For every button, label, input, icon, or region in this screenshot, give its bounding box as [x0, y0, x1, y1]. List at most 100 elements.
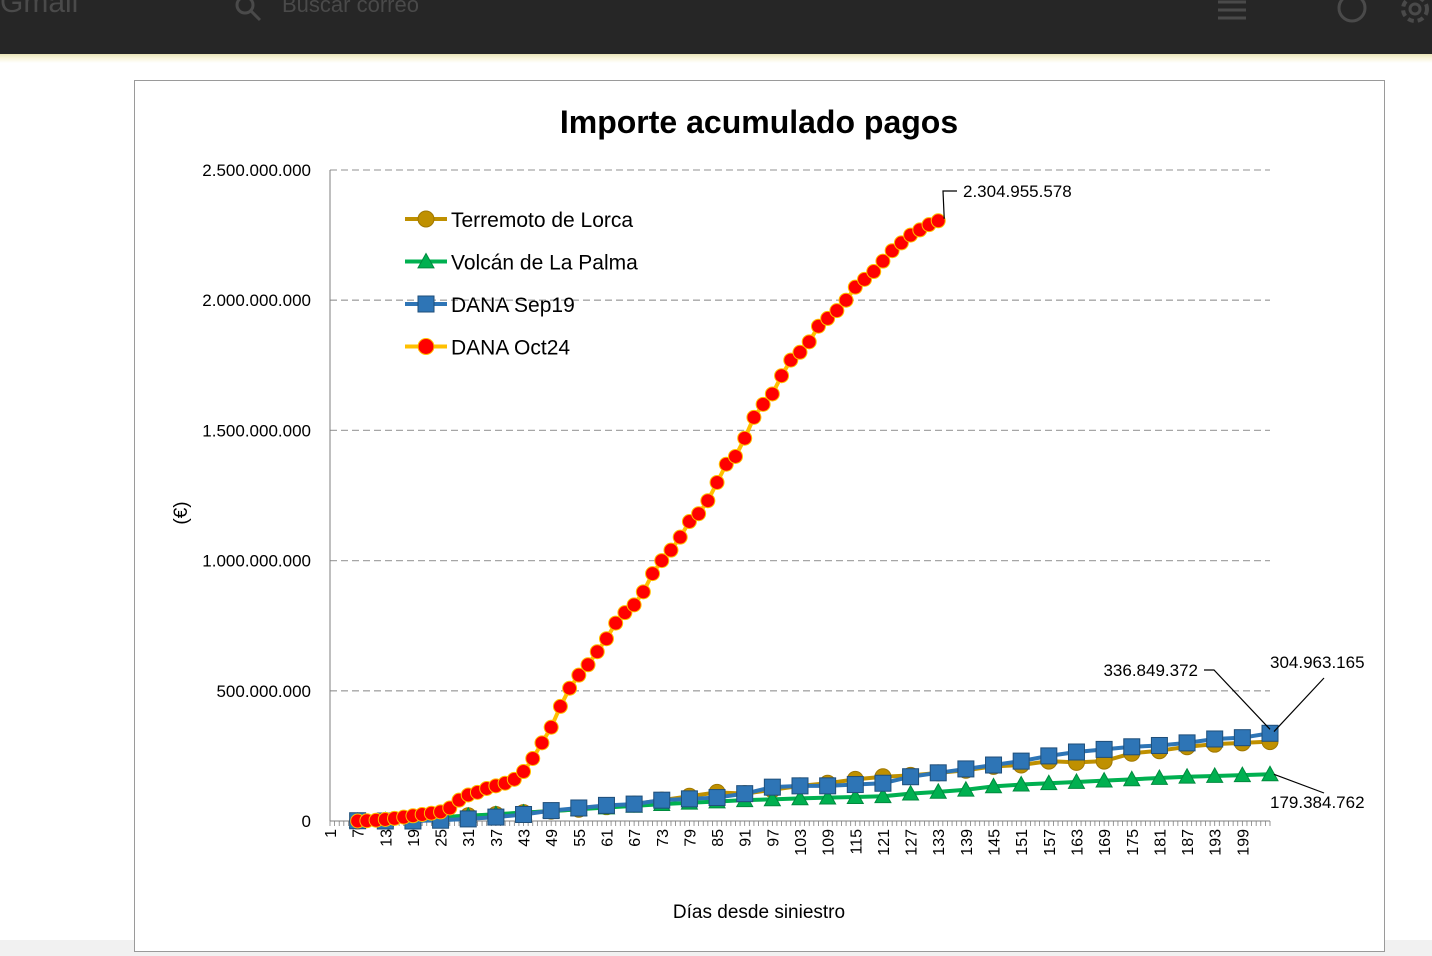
- data-point: [1261, 724, 1279, 742]
- data-point: [929, 764, 947, 782]
- x-tick-label: 43: [517, 829, 534, 847]
- data-point: [1178, 734, 1196, 752]
- data-point: [691, 506, 707, 522]
- data-point: [746, 409, 762, 425]
- data-point: [1205, 766, 1224, 783]
- data-point: [819, 777, 837, 795]
- annotation-leader-line: [1204, 669, 1271, 730]
- chart-annotations: 2.304.955.578 336.849.372 304.963.165 179.3…: [942, 182, 1365, 812]
- data-point: [709, 474, 725, 490]
- data-point: [487, 808, 505, 826]
- legend-marker: [417, 210, 435, 228]
- search-icon[interactable]: [234, 0, 262, 22]
- x-tick-label: 139: [959, 829, 976, 856]
- data-point: [764, 386, 780, 402]
- data-point: [552, 698, 568, 714]
- data-point: [1233, 729, 1251, 747]
- data-point: [700, 493, 716, 509]
- x-tick-label: 121: [876, 829, 893, 856]
- y-tick-label: 1.000.000.000: [202, 552, 311, 571]
- x-tick-label: 199: [1235, 829, 1252, 856]
- x-tick-label: 133: [931, 829, 948, 856]
- x-tick-label: 145: [987, 829, 1004, 856]
- data-label: 304.963.165: [1270, 653, 1365, 672]
- x-tick-label: 7: [351, 829, 368, 838]
- x-tick-label: 127: [904, 829, 921, 856]
- x-tick-label: 151: [1014, 829, 1031, 856]
- chart-gridlines: [330, 169, 1270, 692]
- data-point: [957, 780, 975, 797]
- data-point: [525, 751, 541, 767]
- y-axis-label: (€): [171, 501, 192, 524]
- x-tick-label: 13: [378, 829, 395, 847]
- legend-label: Volcán de La Palma: [451, 252, 638, 275]
- data-point: [985, 756, 1003, 774]
- data-point: [818, 788, 837, 805]
- gmail-logo[interactable]: Gmail: [0, 0, 79, 19]
- data-point: [653, 791, 671, 809]
- legend-label: Terremoto de Lorca: [451, 209, 633, 232]
- data-point: [542, 802, 560, 820]
- data-point: [654, 553, 670, 569]
- search-input[interactable]: Buscar correo: [282, 0, 419, 17]
- settings-gear-icon[interactable]: [1398, 0, 1432, 26]
- data-point: [570, 799, 588, 817]
- data-point: [459, 810, 477, 828]
- data-point: [1178, 767, 1196, 784]
- data-point: [1067, 772, 1086, 789]
- data-point: [534, 735, 550, 751]
- data-point: [736, 785, 754, 803]
- data-point: [1067, 743, 1085, 761]
- data-point: [755, 396, 771, 412]
- y-axis: 0 500.000.000 1.000.000.000 1.500.000.000 2.…: [202, 161, 331, 831]
- x-tick-label: 91: [738, 829, 755, 847]
- data-point: [598, 631, 614, 647]
- data-point: [774, 368, 790, 384]
- data-point: [1150, 736, 1168, 754]
- x-tick-label: 175: [1125, 829, 1142, 856]
- data-point: [838, 292, 854, 308]
- data-point: [1040, 747, 1058, 765]
- x-tick-label: 193: [1208, 829, 1225, 856]
- data-point: [580, 657, 596, 673]
- data-point: [1123, 738, 1141, 756]
- header-divider: [0, 54, 1432, 63]
- x-tick-label: 61: [599, 829, 616, 847]
- legend-marker: [417, 252, 435, 269]
- data-point: [874, 774, 892, 792]
- search-options-icon[interactable]: [1216, 0, 1248, 22]
- data-point: [801, 334, 817, 350]
- x-tick-label: 55: [572, 829, 589, 847]
- legend-item: DANA Oct24: [405, 337, 570, 360]
- data-point: [1261, 765, 1279, 782]
- help-icon[interactable]: [1336, 0, 1368, 24]
- x-tick-label: 187: [1180, 829, 1197, 856]
- data-point: [866, 264, 882, 280]
- data-point: [901, 784, 920, 801]
- data-point: [1233, 766, 1252, 783]
- data-point: [902, 768, 920, 786]
- data-point: [1206, 730, 1224, 748]
- x-tick-label: 19: [406, 829, 423, 847]
- x-tick-label: 1: [323, 829, 340, 838]
- data-point: [1095, 771, 1113, 788]
- data-point: [829, 303, 845, 319]
- data-point: [1012, 752, 1030, 770]
- y-tick-label: 1.500.000.000: [202, 421, 311, 440]
- x-tick-label: 109: [821, 829, 838, 856]
- data-point: [1039, 774, 1058, 791]
- legend-marker: [417, 295, 435, 313]
- data-point: [791, 777, 809, 795]
- x-tick-label: 103: [793, 829, 810, 856]
- x-tick-label: 49: [544, 829, 561, 847]
- series-line: [357, 772, 1271, 823]
- data-point: [1012, 775, 1031, 792]
- data-point: [645, 566, 661, 582]
- x-tick-label: 31: [461, 829, 478, 847]
- legend-label: DANA Oct24: [451, 337, 570, 360]
- data-point: [608, 615, 624, 631]
- data-point: [672, 529, 688, 545]
- x-tick-label: 37: [489, 829, 506, 847]
- x-tick-label: 67: [627, 829, 644, 847]
- data-point: [597, 796, 615, 814]
